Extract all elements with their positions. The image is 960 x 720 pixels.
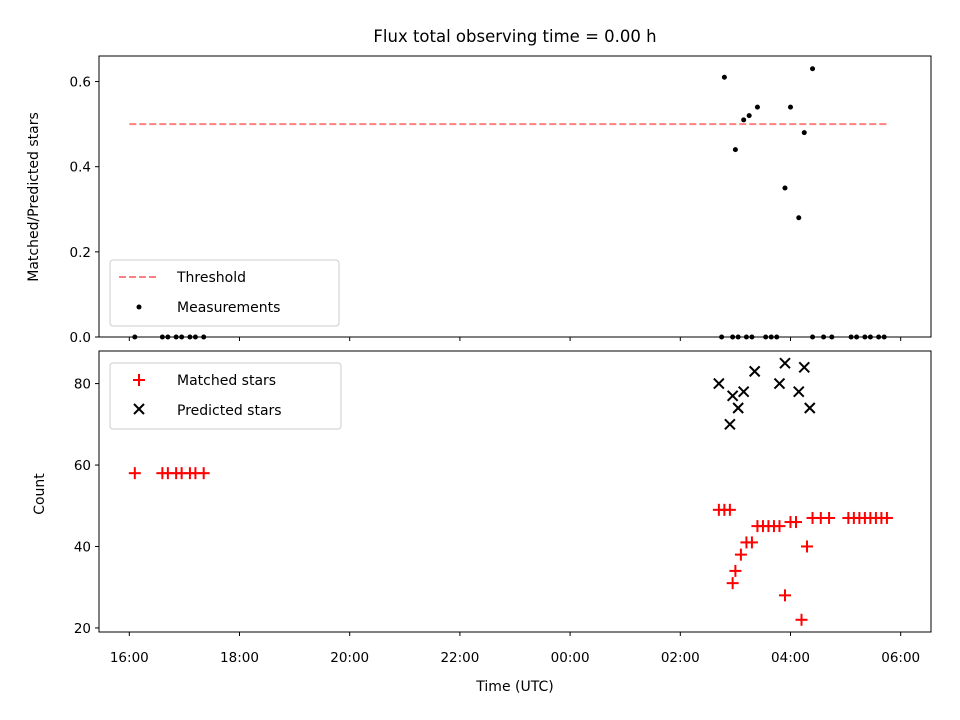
matched-star-point: [745, 536, 758, 549]
legend-matched-swatch: [133, 374, 145, 386]
legend-threshold-label: Threshold: [176, 270, 246, 286]
measurement-point: [782, 185, 788, 191]
x-tick-label: 06:00: [881, 650, 920, 666]
x-tick-label: 04:00: [771, 650, 810, 666]
x-tick-label: 18:00: [220, 650, 259, 666]
top-legend: Threshold Measurements: [109, 259, 340, 327]
measurement-point: [754, 104, 760, 110]
predicted-star-point: [793, 386, 805, 398]
measurement-point: [796, 215, 802, 221]
bottom-legend: Matched stars Predicted stars: [109, 362, 342, 430]
bottom-y-tick-label: 60: [74, 458, 91, 474]
legend-measurements-swatch: [136, 304, 142, 310]
predicted-star-point: [732, 402, 744, 414]
predicted-star-point: [779, 357, 791, 369]
legend-matched-label: Matched stars: [177, 373, 276, 389]
legend-measurements-label: Measurements: [177, 300, 280, 316]
predicted-star-point: [798, 361, 810, 373]
predicted-star-point: [737, 386, 750, 398]
bottom-y-tick-label: 40: [74, 539, 91, 555]
matched-star-point: [795, 613, 808, 626]
matched-star-point: [723, 503, 736, 516]
bottom-plot-frame: [98, 350, 932, 633]
top-y-tick-label: 0.6: [70, 75, 91, 91]
x-tick-label: 02:00: [661, 650, 700, 666]
matched-star-point: [773, 520, 786, 533]
chart-title: Flux total observing time = 0.00 h: [373, 27, 656, 46]
top-y-axis-label: Matched/Predicted stars: [26, 112, 42, 282]
measurement-point: [721, 74, 727, 80]
measurement-point: [810, 66, 816, 72]
matched-star-point: [778, 589, 791, 602]
top-plot-frame: [98, 55, 932, 338]
measurement-point: [732, 147, 738, 153]
top-y-tick-label: 0.0: [70, 330, 91, 346]
legend-predicted-swatch: [133, 403, 145, 415]
predicted-star-point: [773, 377, 786, 390]
bottom-legend-box: [109, 362, 342, 430]
predicted-star-point: [724, 418, 736, 431]
chart-area: 0.0 0.2 0.4 0.6 20 40 60 80 16:00 18:00 20:00 22:00…: [70, 55, 932, 666]
matched-star-point: [790, 516, 803, 529]
x-tick-label: 16:00: [110, 650, 149, 666]
bottom-y-tick-label: 20: [74, 621, 91, 637]
measurement-point: [787, 104, 793, 110]
top-y-tick-label: 0.4: [70, 160, 91, 176]
predicted-star-point: [748, 365, 761, 378]
matched-star-point: [823, 511, 836, 524]
x-tick-label: 22:00: [440, 650, 479, 666]
predicted-star-point: [713, 377, 725, 390]
measurement-point: [801, 130, 807, 136]
matched-star-point: [880, 511, 893, 524]
bottom-plot-marks: [128, 357, 893, 626]
matched-star-point: [726, 577, 739, 590]
matched-star-point: [729, 564, 742, 577]
predicted-star-point: [726, 390, 739, 402]
top-legend-box: [109, 259, 340, 327]
measurement-point: [741, 117, 747, 123]
matched-star-point: [801, 540, 814, 553]
top-y-tick-label: 0.2: [70, 245, 91, 261]
bottom-y-tick-label: 80: [74, 377, 91, 393]
x-tick-label: 00:00: [551, 650, 590, 666]
predicted-star-point: [804, 402, 816, 414]
matched-star-point: [734, 548, 747, 561]
matched-star-point: [128, 467, 141, 480]
legend-predicted-label: Predicted stars: [177, 403, 282, 419]
x-axis-label: Time (UTC): [475, 679, 553, 695]
bottom-y-axis-label: Count: [32, 473, 48, 515]
x-tick-label: 20:00: [330, 650, 369, 666]
matched-star-point: [197, 467, 210, 480]
measurement-point: [746, 113, 752, 119]
